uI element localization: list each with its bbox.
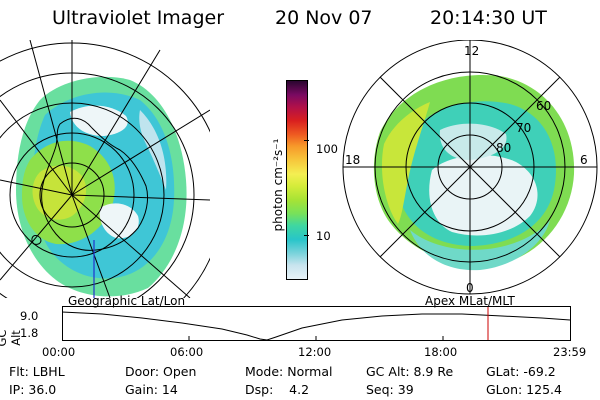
aurora-emission-white-2: [99, 203, 139, 239]
glat-info: GLat: -69.2: [486, 364, 556, 379]
ip-info: IP: 36.0: [9, 382, 57, 397]
left-map-label: Geographic Lat/Lon: [68, 294, 186, 308]
timeline-xtick-0000: 00:00: [42, 345, 76, 359]
date-label: 20 Nov 07: [275, 7, 373, 29]
dsp-info: Dsp: 4.2: [245, 382, 310, 397]
mlt-label-0: 0: [466, 281, 474, 295]
timeline-xtick-0600: 06:00: [170, 345, 204, 359]
mlat-label-60: 60: [536, 99, 551, 113]
timeline-ytick-1.8: 1.8: [20, 326, 39, 340]
magnetic-polar-map: 12 0 18 6 60 70 80: [342, 40, 598, 295]
timeline-ytick-9: 9.0: [20, 309, 39, 323]
geographic-map: [0, 40, 210, 298]
altitude-timeline: [62, 306, 571, 341]
seq-info: Seq: 39: [366, 382, 414, 397]
mode-info: Mode: Normal: [245, 364, 333, 379]
gc-alt-info: GC Alt: 8.9 Re: [366, 364, 454, 379]
altitude-curve: [62, 311, 571, 341]
instrument-title: Ultraviolet Imager: [52, 7, 225, 29]
colorbar-tick-100: 100: [316, 142, 338, 156]
oval-emission-cyan-arc: [410, 220, 550, 271]
door-info: Door: Open: [125, 364, 197, 379]
mlt-label-6: 6: [580, 153, 588, 167]
time-label: 20:14:30 UT: [430, 7, 547, 29]
oval-emission-white: [429, 155, 538, 236]
polar-cap-light: [439, 123, 507, 160]
gain-info: Gain: 14: [125, 382, 178, 397]
right-map-label: Apex MLat/MLT: [425, 294, 515, 308]
color-bar: [286, 80, 308, 280]
mlat-label-70: 70: [516, 121, 531, 135]
colorbar-tick-10: 10: [316, 229, 331, 243]
antarctica-coastline: [41, 117, 149, 251]
colorbar-unit-label: photon cm⁻²s⁻¹: [271, 138, 285, 232]
mlat-label-80: 80: [496, 141, 511, 155]
timeline-xtick-1200: 12:00: [298, 345, 332, 359]
mlt-label-18: 18: [345, 153, 360, 167]
mlt-label-12: 12: [464, 44, 479, 58]
timeline-xtick-2359: 23:59: [553, 345, 587, 359]
filter-info: Flt: LBHL: [9, 364, 65, 379]
glon-info: GLon: 125.4: [486, 382, 562, 397]
timeline-xtick-1800: 18:00: [424, 345, 458, 359]
